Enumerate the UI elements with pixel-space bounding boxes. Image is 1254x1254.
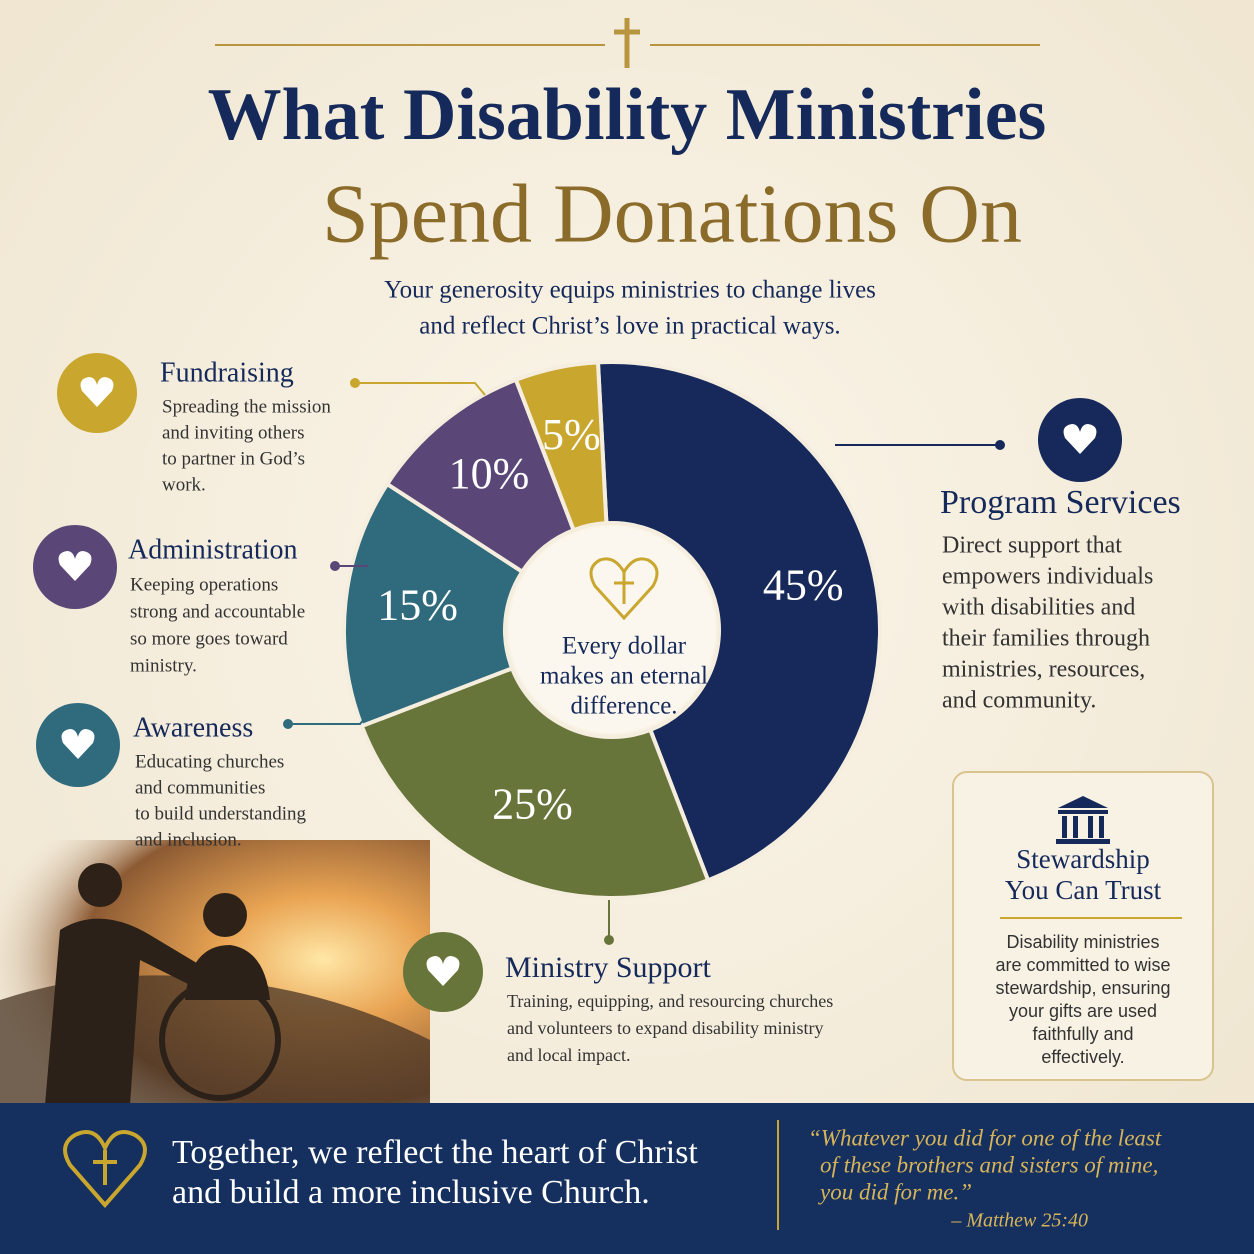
icon-glyph [426,956,460,986]
stewardship-text: are committed to wise [995,955,1170,975]
subtitle: and reflect Christ’s love in practical w… [419,313,840,340]
category-description: Educating churches [135,751,284,772]
category-description: with disabilities and [942,595,1135,621]
category-description: empowers individuals [942,564,1153,590]
leader-dot [604,935,614,945]
segment-label: 5% [542,410,601,459]
leader-dot [283,719,293,729]
stewardship-text: stewardship, ensuring [995,978,1170,998]
category-description: and inviting others [162,422,304,443]
stewardship-text: effectively. [1041,1047,1124,1067]
category-description: Keeping operations [130,574,278,595]
stewardship-text: faithfully and [1032,1024,1133,1044]
center-text: Every dollar [562,633,687,660]
icon-glyph [58,551,92,581]
footer-band [0,1103,1254,1254]
leader-dot [350,378,360,388]
category-description: work. [162,474,206,495]
top-ornament [215,18,1040,68]
donut-segment [595,360,882,883]
category-description: ministry. [130,655,197,676]
category-description: Spreading the mission [162,396,331,417]
category-description: and inclusion. [135,829,242,850]
category-description: and community. [942,688,1096,714]
quote: of these brothers and sisters of mine, [820,1152,1158,1177]
category-name: Administration [128,534,298,565]
footer-message: Together, we reflect the heart of Christ [172,1134,698,1171]
donut-segment [384,377,577,575]
category-description: to partner in God’s [162,448,305,469]
subtitle: Your generosity equips ministries to cha… [384,277,876,304]
category-name: Awareness [133,712,253,743]
quote: you did for me.” [818,1179,972,1204]
donut-center [509,527,715,733]
icon-glyph [1063,424,1097,454]
center-text: difference. [570,693,677,720]
segment-label: 10% [449,449,530,498]
donut-segment [359,665,711,900]
category-description: strong and accountable [130,601,305,622]
category-name: Fundraising [160,357,294,388]
category-description: and local impact. [507,1045,630,1065]
category-description: and communities [135,777,265,798]
title: What Disability Ministries [208,74,1047,156]
quote: “Whatever you did for one of the least [808,1125,1162,1150]
icon-glyph [80,377,114,407]
stewardship-title: Stewardship [1016,844,1149,874]
stewardship-box [952,771,1214,1081]
leader-line [288,711,371,725]
category-description: so more goes toward [130,628,288,649]
category-name: Program Services [940,484,1181,521]
segment-label: 45% [763,560,844,609]
icon-glyph [61,729,95,759]
center-text: makes an eternal [540,663,708,690]
photo [0,840,430,1105]
leader-line [355,382,486,396]
stewardship-text: Disability ministries [1006,932,1159,952]
title: Spend Donations On [322,167,1022,260]
bank-icon [1056,796,1110,844]
category-name: Ministry Support [505,951,712,984]
category-description: and volunteers to expand disability mini… [507,1018,823,1038]
citation: – Matthew 25:40 [950,1210,1088,1232]
stewardship-title: You Can Trust [1005,875,1162,905]
category-description: Training, equipping, and resourcing chur… [507,991,833,1011]
donut-segment [513,360,609,533]
segment-label: 15% [377,581,458,630]
leader-dot [330,561,340,571]
category-description: ministries, resources, [942,657,1145,683]
category-description: to build understanding [135,803,306,824]
leader-dot [995,440,1005,450]
stewardship-text: your gifts are used [1009,1001,1157,1021]
center-heart-icon [589,557,659,621]
category-description: their families through [942,626,1150,652]
segment-label: 25% [492,780,573,829]
footer-heart-icon [63,1130,147,1209]
footer-message: and build a more inclusive Church. [172,1174,650,1211]
category-description: Direct support that [942,533,1122,559]
